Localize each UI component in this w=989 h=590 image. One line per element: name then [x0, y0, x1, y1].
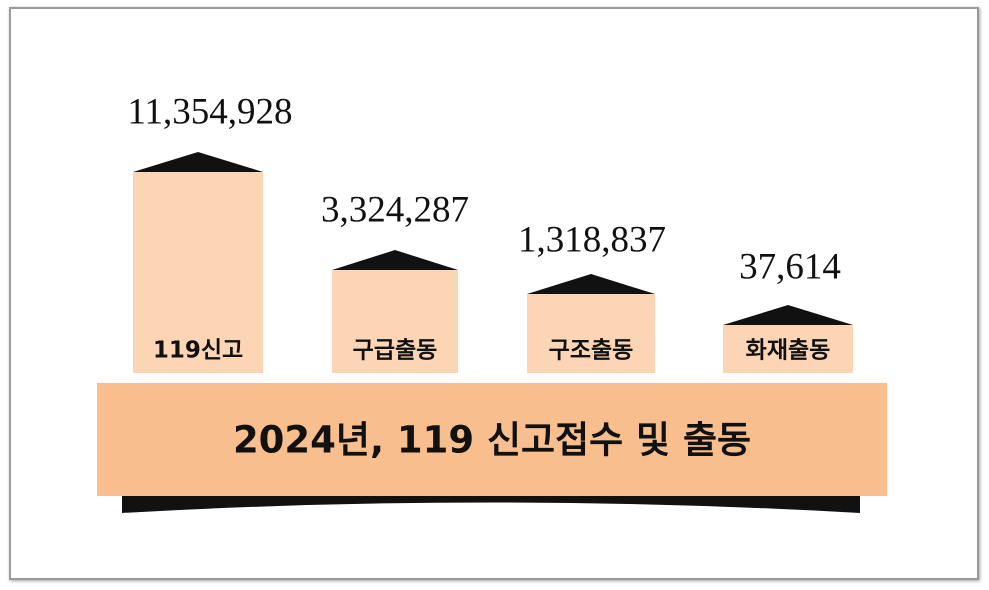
column-value: 11,354,928 [127, 91, 292, 132]
column-roof [723, 305, 853, 325]
banner [97, 383, 887, 496]
column [527, 294, 655, 373]
column-roof [133, 152, 263, 172]
column-value: 37,614 [739, 246, 841, 287]
column-label: 119신고 [153, 338, 243, 364]
column-label: 구조출동 [549, 338, 634, 364]
column [723, 325, 853, 373]
column-value: 1,318,837 [518, 219, 666, 260]
column-label: 화재출동 [746, 338, 831, 364]
column-label: 구급출동 [353, 338, 438, 364]
column-roof [527, 274, 655, 294]
column-value: 3,324,287 [321, 189, 469, 230]
banner-shadow [122, 496, 860, 513]
title: 2024년, 119 신고접수 및 출동 [233, 419, 751, 462]
column-roof [332, 250, 458, 270]
column [332, 270, 458, 373]
column [133, 172, 263, 373]
